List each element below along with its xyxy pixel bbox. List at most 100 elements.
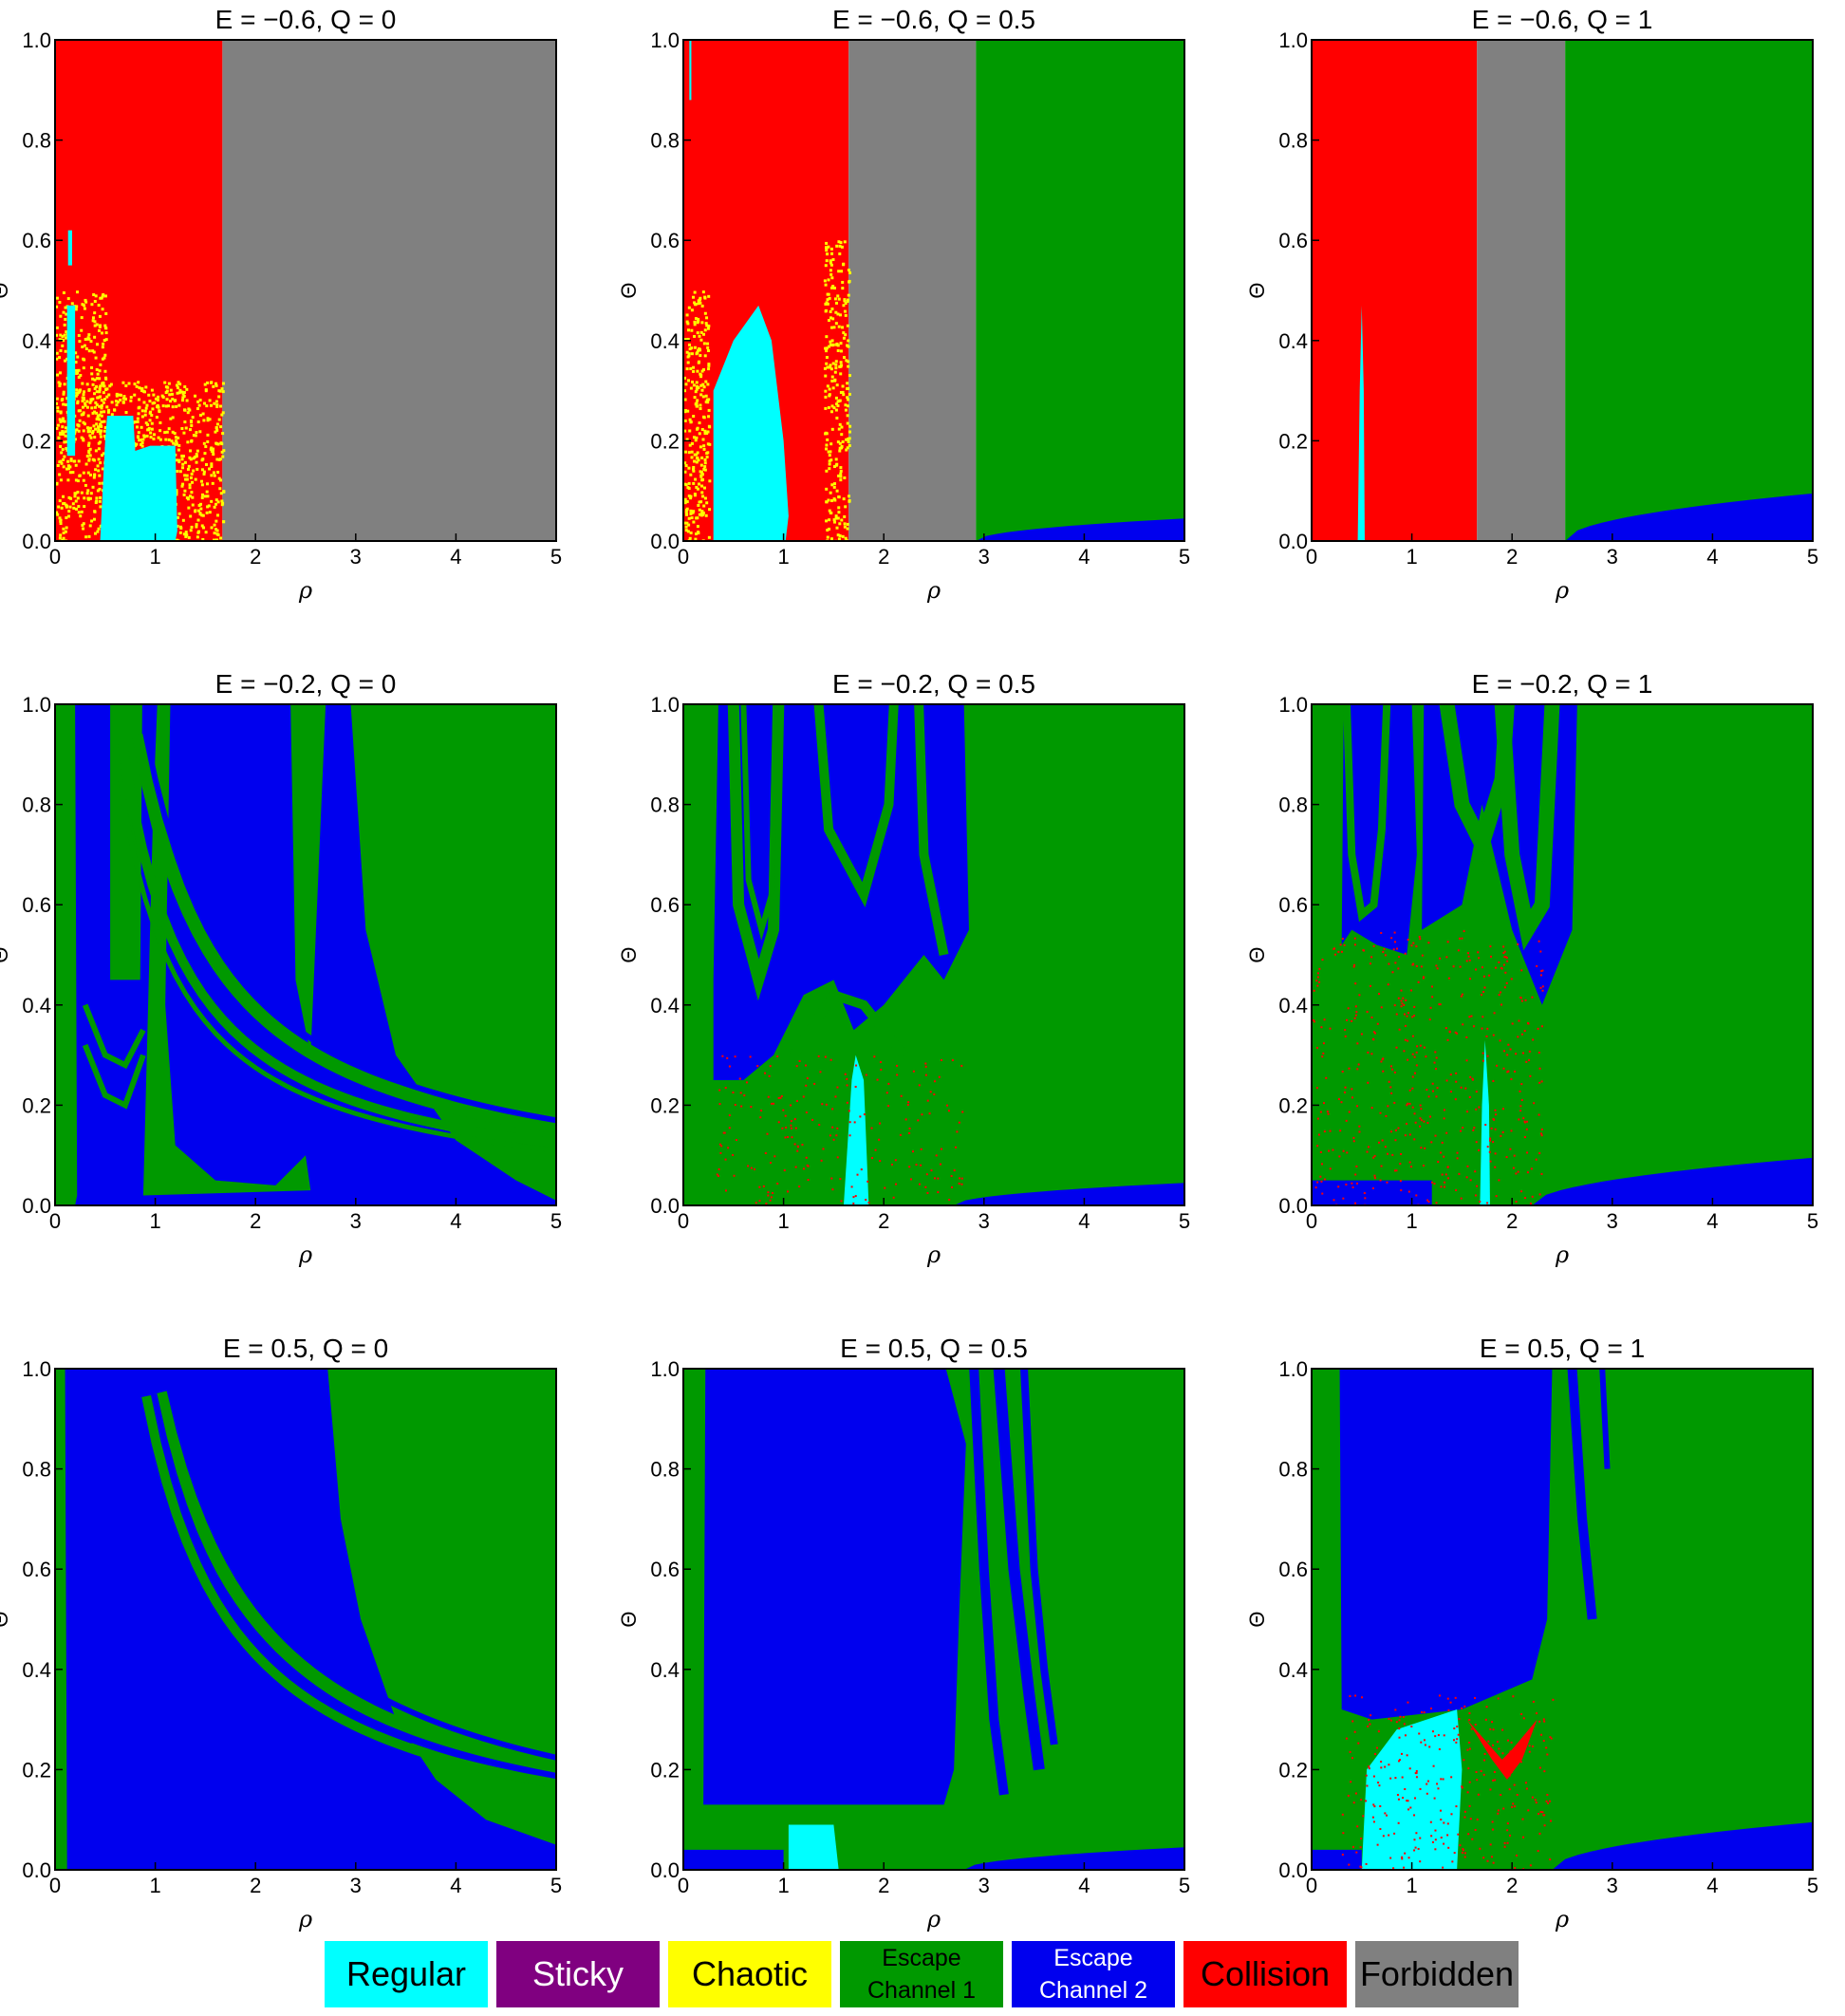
speck bbox=[92, 292, 96, 296]
speck bbox=[700, 456, 704, 459]
speck bbox=[707, 294, 711, 298]
speck bbox=[842, 393, 846, 397]
speck bbox=[189, 476, 193, 479]
speck bbox=[701, 290, 705, 294]
speck bbox=[64, 336, 67, 340]
speck bbox=[684, 529, 688, 532]
speck bbox=[1332, 1199, 1335, 1202]
x-tick-label: 5 bbox=[550, 1874, 562, 1897]
speck bbox=[1531, 996, 1534, 999]
speck bbox=[76, 490, 80, 494]
panel-title: E = −0.2, Q = 0.5 bbox=[832, 669, 1035, 699]
speck bbox=[140, 387, 143, 391]
speck bbox=[86, 426, 90, 430]
speck bbox=[1478, 1148, 1481, 1151]
speck bbox=[937, 1177, 940, 1180]
speck bbox=[181, 466, 185, 470]
speck bbox=[215, 422, 219, 426]
speck bbox=[110, 401, 114, 404]
speck bbox=[1530, 1167, 1533, 1170]
x-tick-label: 5 bbox=[1807, 545, 1818, 569]
speck bbox=[1404, 1734, 1407, 1737]
speck bbox=[55, 397, 59, 401]
speck bbox=[1404, 1852, 1407, 1855]
legend-escape2-line1: Escape bbox=[1053, 1945, 1133, 1971]
x-tick-label: 3 bbox=[350, 1209, 362, 1233]
speck bbox=[924, 1185, 927, 1188]
speck bbox=[848, 444, 851, 448]
panel-2: 0 1 2 3 4 50.00.20.40.60.81.0E = −0.6, Q = 0.… bbox=[617, 5, 1190, 604]
speck bbox=[694, 477, 698, 481]
speck bbox=[837, 427, 841, 431]
speck bbox=[77, 375, 81, 379]
speck bbox=[817, 1055, 820, 1057]
speck bbox=[829, 326, 833, 329]
speck bbox=[88, 473, 92, 476]
speck bbox=[835, 489, 839, 493]
speck bbox=[838, 533, 842, 537]
speck bbox=[140, 389, 143, 393]
speck bbox=[686, 409, 690, 413]
speck bbox=[1469, 978, 1472, 980]
escape2-strip bbox=[1312, 1180, 1432, 1205]
speck bbox=[766, 1132, 769, 1135]
speck bbox=[1428, 1018, 1431, 1021]
speck bbox=[824, 1055, 827, 1058]
speck bbox=[740, 1105, 743, 1108]
speck bbox=[1427, 1201, 1430, 1204]
speck bbox=[830, 276, 834, 280]
speck bbox=[165, 430, 169, 434]
speck bbox=[843, 522, 847, 526]
speck bbox=[836, 1156, 839, 1159]
speck bbox=[718, 1167, 720, 1170]
speck bbox=[703, 311, 707, 315]
speck bbox=[829, 537, 833, 541]
speck bbox=[685, 313, 689, 317]
speck bbox=[98, 481, 102, 485]
speck bbox=[1490, 1127, 1493, 1129]
speck bbox=[1542, 1814, 1545, 1817]
speck bbox=[1370, 1016, 1373, 1018]
speck bbox=[879, 1160, 882, 1163]
speck bbox=[62, 527, 65, 531]
speck bbox=[1545, 1746, 1548, 1749]
speck bbox=[1515, 1854, 1518, 1857]
speck bbox=[82, 366, 85, 370]
speck bbox=[1509, 1750, 1512, 1753]
speck bbox=[1320, 1026, 1323, 1029]
speck bbox=[933, 1080, 936, 1083]
speck bbox=[1351, 1096, 1354, 1099]
speck bbox=[1458, 1718, 1461, 1721]
speck bbox=[1431, 1082, 1434, 1085]
speck bbox=[176, 470, 179, 474]
speck bbox=[1462, 1849, 1464, 1852]
speck bbox=[1395, 947, 1398, 950]
speck bbox=[846, 387, 849, 391]
speck bbox=[149, 436, 153, 439]
speck bbox=[59, 478, 63, 482]
speck bbox=[705, 324, 709, 327]
speck bbox=[1365, 1800, 1368, 1802]
x-tick-label: 5 bbox=[1179, 545, 1190, 569]
speck bbox=[1489, 1843, 1492, 1846]
legend-escape1-line1: Escape bbox=[882, 1945, 961, 1971]
speck bbox=[1539, 974, 1542, 977]
speck bbox=[177, 386, 180, 390]
speck bbox=[171, 430, 175, 434]
speck bbox=[161, 395, 165, 399]
speck bbox=[1419, 1104, 1422, 1107]
speck bbox=[1540, 1080, 1543, 1083]
speck bbox=[188, 483, 192, 487]
speck bbox=[203, 383, 207, 386]
speck bbox=[173, 432, 177, 436]
speck bbox=[1478, 957, 1481, 960]
speck bbox=[693, 323, 697, 327]
speck bbox=[684, 483, 688, 487]
speck bbox=[1468, 959, 1471, 961]
speck bbox=[98, 413, 102, 417]
speck bbox=[1458, 937, 1461, 940]
speck bbox=[92, 517, 96, 521]
speck bbox=[926, 1191, 929, 1194]
speck bbox=[841, 280, 845, 284]
speck bbox=[1538, 1067, 1541, 1070]
